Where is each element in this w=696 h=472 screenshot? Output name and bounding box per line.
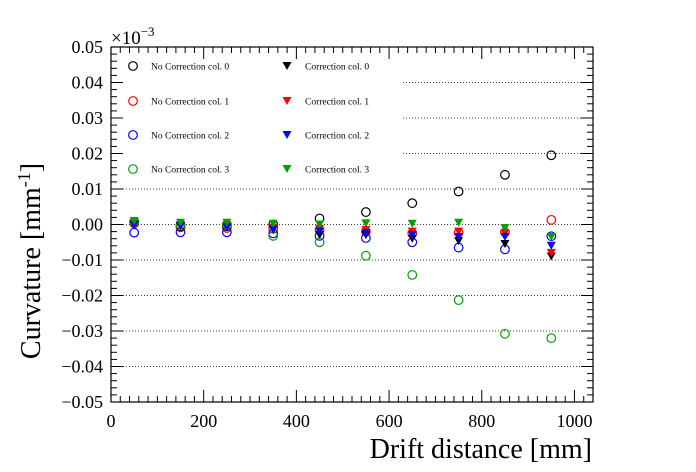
data-point	[500, 232, 510, 241]
y-tick-label: 0.05	[72, 37, 104, 57]
data-point	[453, 295, 464, 306]
y-tick-label: 0.04	[72, 73, 104, 93]
legend-label: Correction col. 1	[305, 98, 369, 108]
y-tick-label: −0.03	[61, 321, 103, 341]
legend-label: No Correction col. 1	[151, 98, 229, 108]
legend-marker	[128, 164, 138, 174]
data-point	[546, 150, 557, 161]
data-point	[222, 218, 232, 227]
y-tick-label: 0.00	[72, 215, 104, 235]
legend-label: No Correction col. 3	[151, 166, 229, 176]
y-tick-label: −0.04	[61, 357, 103, 377]
data-point	[454, 227, 464, 236]
legend-marker	[282, 62, 292, 70]
exponent-label: ×10−3	[111, 24, 155, 49]
x-axis-title: Drift distance [mm]	[370, 434, 592, 465]
x-tick-label: 200	[190, 411, 217, 431]
data-point	[546, 241, 556, 250]
y-tick-label: 0.01	[72, 179, 104, 199]
x-tick-label: 400	[283, 411, 310, 431]
data-point	[407, 219, 417, 228]
legend-marker	[282, 165, 292, 173]
data-point	[454, 237, 464, 246]
y-tick-label: −0.02	[61, 286, 103, 306]
data-point	[546, 248, 556, 257]
data-point	[546, 232, 556, 241]
data-point	[454, 232, 464, 241]
data-point	[361, 229, 371, 238]
data-point	[314, 237, 325, 248]
data-point	[129, 227, 140, 238]
x-tick-label: 1000	[556, 411, 592, 431]
data-points	[129, 150, 557, 344]
legend-marker	[282, 131, 292, 139]
data-point	[361, 207, 371, 217]
data-point	[453, 186, 464, 197]
legend-label: No Correction col. 0	[151, 63, 229, 73]
data-point	[407, 231, 417, 240]
axis-ticks	[110, 46, 594, 403]
data-point	[361, 219, 371, 228]
data-point	[129, 216, 139, 225]
legend-marker	[282, 97, 292, 105]
data-point	[500, 224, 510, 233]
data-point	[315, 220, 325, 229]
x-tick-label: 600	[376, 411, 403, 431]
y-tick-label: −0.05	[61, 392, 103, 412]
data-point	[546, 333, 557, 344]
y-tick-label: 0.02	[72, 144, 104, 164]
data-point	[268, 225, 278, 234]
data-point	[361, 250, 371, 261]
legend-label: No Correction col. 2	[151, 132, 229, 142]
grid-lines	[111, 82, 593, 367]
data-point	[454, 218, 464, 227]
data-point	[315, 227, 325, 236]
data-point	[222, 223, 232, 232]
data-point	[176, 218, 186, 227]
y-tick-label: −0.01	[61, 250, 103, 270]
y-tick-label: 0.03	[72, 108, 104, 128]
legend-marker	[128, 130, 138, 140]
legend: No Correction col. 0 No Correction col. 1…	[128, 61, 369, 176]
data-point	[268, 219, 278, 228]
data-point	[129, 221, 139, 230]
data-point	[500, 240, 510, 249]
data-point	[500, 328, 510, 339]
legend-label: Correction col. 3	[305, 166, 369, 176]
data-point	[407, 270, 418, 280]
legend-label: Correction col. 0	[305, 63, 369, 73]
data-point	[500, 169, 510, 180]
x-tick-label: 0	[107, 411, 116, 431]
legend-label: Correction col. 2	[305, 132, 369, 142]
legend-marker	[128, 61, 138, 71]
y-axis-title: Curvature [mm-1]	[14, 163, 47, 359]
legend-marker	[128, 96, 138, 106]
x-tick-label: 800	[468, 411, 495, 431]
data-point	[546, 214, 557, 225]
data-point	[407, 198, 418, 209]
axis-tick-labels: −0.05 −0.04 −0.03 −0.02 −0.01 0.00 0.01 0.02 0.0…	[61, 37, 592, 431]
